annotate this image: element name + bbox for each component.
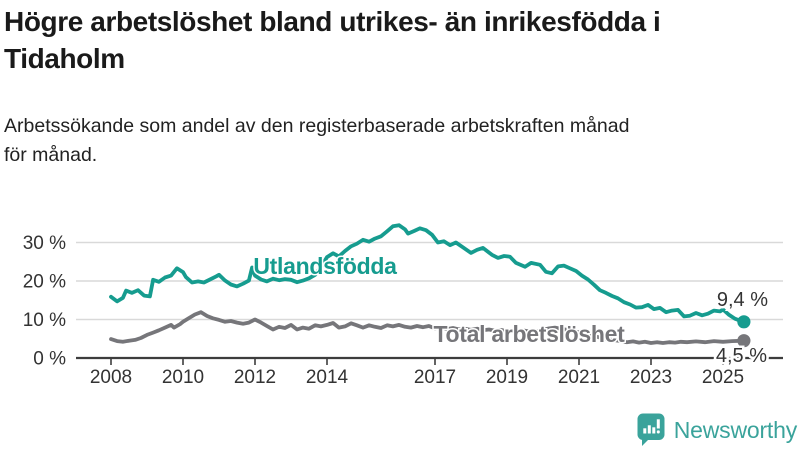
series-label-total: Total arbetslöshet: [434, 321, 626, 347]
x-axis-tick-label: 2023: [630, 367, 672, 388]
newsworthy-logo-text: Newsworthy: [673, 416, 797, 443]
x-axis-tick-label: 2017: [414, 367, 456, 388]
x-axis-tick-label: 2014: [306, 367, 349, 388]
newsworthy-logo-icon: [637, 413, 665, 446]
y-axis-tick-label: 0 %: [33, 349, 66, 370]
y-axis-tick-label: 20 %: [23, 272, 66, 293]
title-line-2: Tidaholm: [4, 43, 125, 74]
series-line-utlandsfodda: [109, 223, 746, 324]
newsworthy-logo[interactable]: Newsworthy: [637, 413, 797, 447]
chart-area: 0 % 10 % 20 % 30 % 2008 2010 2012 2014 2017 2019 2…: [0, 200, 800, 405]
x-axis-tick-label: 2012: [234, 367, 276, 388]
end-dot-total: [737, 334, 751, 348]
y-axis-tick-label: 30 %: [23, 233, 66, 254]
title-line-1: Högre arbetslöshet bland utrikes- än inr…: [4, 6, 661, 37]
page-title: Högre arbetslöshet bland utrikes- än inr…: [4, 3, 796, 77]
x-axis-tick-label: 2019: [486, 367, 528, 388]
unemployment-line-chart: 0 % 10 % 20 % 30 % 2008 2010 2012 2014 2017 2019 2…: [23, 223, 783, 388]
x-axis-tick-label: 2021: [558, 367, 600, 388]
series-label-utlandsfodda: Utlandsfödda: [253, 253, 397, 279]
end-dot-utlandsfodda: [737, 315, 751, 329]
subtitle-line-2: för månad.: [4, 143, 98, 166]
end-value-label-total: 4,5 %: [716, 345, 767, 367]
x-axis-tick-label: 2010: [162, 367, 204, 388]
end-value-label-utlandsfodda: 9,4 %: [717, 289, 768, 311]
y-axis-tick-label: 10 %: [23, 310, 66, 331]
subtitle-line-1: Arbetssökande som andel av den registerb…: [4, 115, 630, 137]
x-axis-tick-label: 2008: [90, 367, 132, 388]
chart-subtitle: Arbetssökande som andel av den registerb…: [4, 112, 796, 169]
series-line-total: [109, 310, 746, 345]
x-axis-tick-label: 2025: [702, 367, 744, 388]
